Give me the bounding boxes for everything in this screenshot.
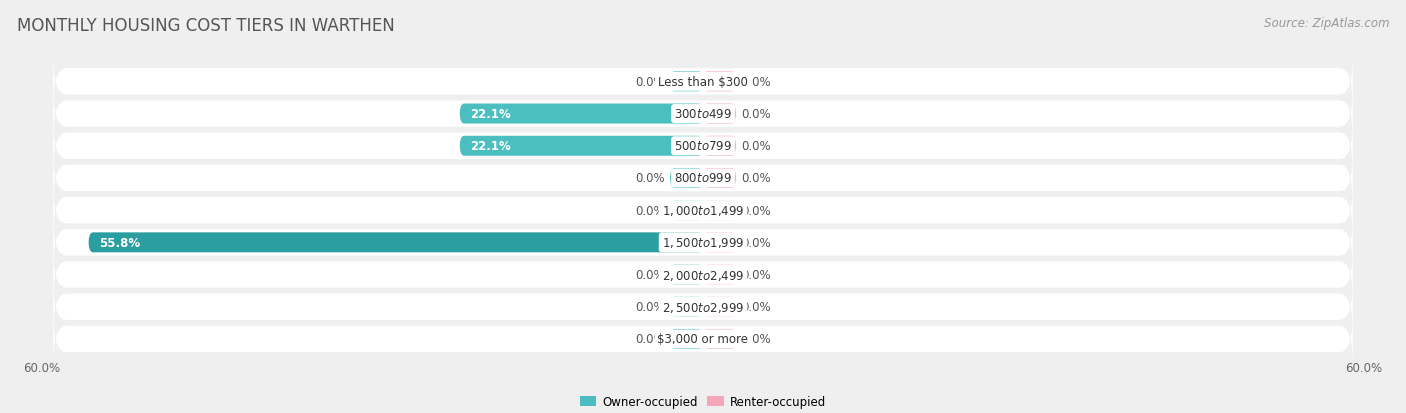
Text: 0.0%: 0.0% bbox=[636, 172, 665, 185]
Text: $2,000 to $2,499: $2,000 to $2,499 bbox=[662, 268, 744, 282]
FancyBboxPatch shape bbox=[703, 201, 737, 221]
Text: 22.1%: 22.1% bbox=[471, 108, 512, 121]
FancyBboxPatch shape bbox=[669, 297, 703, 317]
Text: $1,000 to $1,499: $1,000 to $1,499 bbox=[662, 204, 744, 218]
Text: 22.1%: 22.1% bbox=[471, 140, 512, 153]
Text: 0.0%: 0.0% bbox=[636, 301, 665, 313]
FancyBboxPatch shape bbox=[703, 233, 737, 253]
FancyBboxPatch shape bbox=[703, 104, 737, 124]
FancyBboxPatch shape bbox=[669, 265, 703, 285]
FancyBboxPatch shape bbox=[703, 169, 737, 188]
FancyBboxPatch shape bbox=[53, 249, 1353, 300]
Text: $300 to $499: $300 to $499 bbox=[673, 108, 733, 121]
FancyBboxPatch shape bbox=[53, 282, 1353, 332]
Text: 0.0%: 0.0% bbox=[636, 268, 665, 281]
FancyBboxPatch shape bbox=[703, 329, 737, 349]
FancyBboxPatch shape bbox=[53, 57, 1353, 107]
Text: 0.0%: 0.0% bbox=[741, 204, 770, 217]
Legend: Owner-occupied, Renter-occupied: Owner-occupied, Renter-occupied bbox=[575, 391, 831, 413]
FancyBboxPatch shape bbox=[53, 89, 1353, 140]
FancyBboxPatch shape bbox=[669, 329, 703, 349]
FancyBboxPatch shape bbox=[703, 265, 737, 285]
Text: $800 to $999: $800 to $999 bbox=[673, 172, 733, 185]
FancyBboxPatch shape bbox=[53, 153, 1353, 204]
FancyBboxPatch shape bbox=[703, 72, 737, 92]
Text: 0.0%: 0.0% bbox=[741, 108, 770, 121]
FancyBboxPatch shape bbox=[53, 185, 1353, 236]
Text: $1,500 to $1,999: $1,500 to $1,999 bbox=[662, 236, 744, 250]
FancyBboxPatch shape bbox=[669, 169, 703, 188]
Text: 0.0%: 0.0% bbox=[741, 301, 770, 313]
FancyBboxPatch shape bbox=[669, 72, 703, 92]
FancyBboxPatch shape bbox=[669, 201, 703, 221]
Text: 0.0%: 0.0% bbox=[636, 204, 665, 217]
Text: 0.0%: 0.0% bbox=[741, 140, 770, 153]
Text: 55.8%: 55.8% bbox=[100, 236, 141, 249]
FancyBboxPatch shape bbox=[89, 233, 703, 253]
Text: $3,000 or more: $3,000 or more bbox=[658, 332, 748, 346]
FancyBboxPatch shape bbox=[53, 314, 1353, 365]
Text: 0.0%: 0.0% bbox=[741, 268, 770, 281]
Text: 0.0%: 0.0% bbox=[741, 76, 770, 89]
Text: 0.0%: 0.0% bbox=[636, 76, 665, 89]
Text: Source: ZipAtlas.com: Source: ZipAtlas.com bbox=[1264, 17, 1389, 29]
Text: 0.0%: 0.0% bbox=[741, 172, 770, 185]
Text: $500 to $799: $500 to $799 bbox=[673, 140, 733, 153]
FancyBboxPatch shape bbox=[53, 121, 1353, 172]
Text: 0.0%: 0.0% bbox=[636, 332, 665, 346]
Text: 0.0%: 0.0% bbox=[741, 236, 770, 249]
FancyBboxPatch shape bbox=[703, 297, 737, 317]
FancyBboxPatch shape bbox=[460, 136, 703, 157]
Text: Less than $300: Less than $300 bbox=[658, 76, 748, 89]
Text: $2,500 to $2,999: $2,500 to $2,999 bbox=[662, 300, 744, 314]
Text: 0.0%: 0.0% bbox=[741, 332, 770, 346]
FancyBboxPatch shape bbox=[703, 136, 737, 157]
FancyBboxPatch shape bbox=[53, 217, 1353, 268]
Text: MONTHLY HOUSING COST TIERS IN WARTHEN: MONTHLY HOUSING COST TIERS IN WARTHEN bbox=[17, 17, 395, 34]
FancyBboxPatch shape bbox=[460, 104, 703, 124]
